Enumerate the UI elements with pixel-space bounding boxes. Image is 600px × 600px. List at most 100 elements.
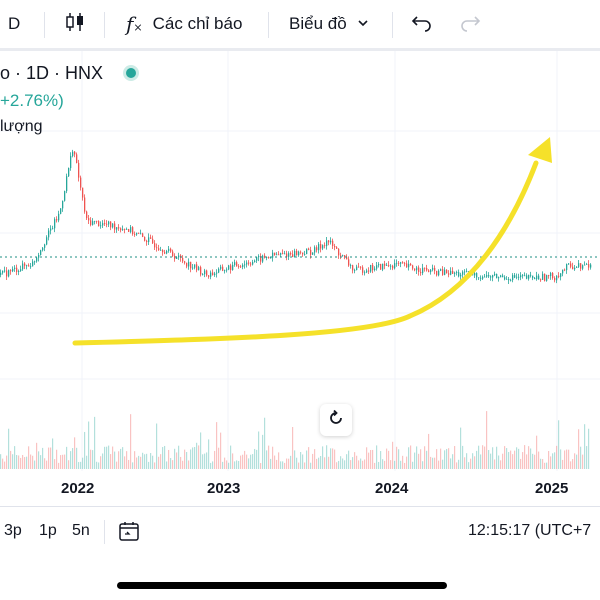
candle-body <box>482 276 484 279</box>
candle-body <box>142 233 144 237</box>
candle-body <box>582 265 584 269</box>
volume-bar <box>452 454 454 469</box>
candle-body <box>32 261 34 267</box>
candle-body <box>12 268 14 272</box>
candle-body <box>158 248 160 251</box>
volume-bar <box>272 446 274 469</box>
candle-body <box>214 273 216 276</box>
candle-body <box>250 263 252 265</box>
candle-body <box>222 266 224 271</box>
candle-body <box>338 248 340 256</box>
volume-bar <box>544 462 546 469</box>
interval-button[interactable]: D <box>8 0 20 48</box>
volume-bar <box>284 462 286 469</box>
redo-button[interactable] <box>459 0 481 48</box>
candle-body <box>290 253 292 255</box>
chart-canvas[interactable] <box>0 51 600 507</box>
volume-bar <box>588 428 590 469</box>
price-chart[interactable] <box>0 51 600 507</box>
volume-bar <box>130 414 132 469</box>
candle-body <box>414 268 416 271</box>
volume-bar <box>14 446 16 469</box>
candle-body <box>60 208 62 214</box>
volume-bar <box>176 452 178 469</box>
volume-bar <box>142 452 144 469</box>
candle-body <box>534 278 536 280</box>
candle-body <box>378 264 380 266</box>
volume-bar <box>576 454 578 469</box>
candle-type-button[interactable] <box>64 0 86 48</box>
candle-body <box>516 276 518 278</box>
volume-bar <box>540 458 542 469</box>
candle-body <box>262 255 264 262</box>
volume-bar <box>248 458 250 469</box>
candle-body <box>84 197 86 212</box>
volume-bar <box>492 447 494 469</box>
candle-body <box>586 264 588 265</box>
volume-bar <box>178 445 180 469</box>
volume-bar <box>238 460 240 469</box>
candle-body <box>42 247 44 251</box>
chart-type-dropdown[interactable]: Biểu đồ <box>289 0 369 48</box>
volume-bar <box>356 455 358 469</box>
volume-bar <box>426 450 428 469</box>
candle-body <box>372 264 374 271</box>
candle-body <box>532 275 534 279</box>
candle-body <box>248 262 250 264</box>
volume-bar <box>110 454 112 469</box>
candle-body <box>398 262 400 264</box>
candle-body <box>204 270 206 275</box>
volume-bar <box>378 461 380 469</box>
candle-body <box>402 262 404 264</box>
candle-body <box>56 219 58 221</box>
volume-bar <box>528 446 530 469</box>
volume-bar <box>186 452 188 469</box>
volume-bar <box>108 445 110 469</box>
volume-bar <box>112 446 114 469</box>
volume-bar <box>558 420 560 469</box>
indicators-button[interactable]: f× Các chỉ báo <box>126 0 242 48</box>
candle-body <box>544 273 546 281</box>
candle-body <box>568 263 570 265</box>
indicators-label: Các chỉ báo <box>152 14 243 33</box>
candle-body <box>558 275 560 277</box>
candle-body <box>328 240 330 243</box>
candle-body <box>154 243 156 248</box>
volume-bar <box>180 456 182 469</box>
candle-body <box>104 223 106 224</box>
volume-bar <box>166 461 168 469</box>
candle-body <box>188 261 190 267</box>
range-button-5n[interactable]: 5n <box>72 522 90 539</box>
date-range-icon[interactable] <box>117 519 141 548</box>
volume-bar <box>144 454 146 469</box>
candle-body <box>18 271 20 272</box>
volume-bar <box>362 460 364 469</box>
volume-bar <box>212 461 214 469</box>
range-button-1p[interactable]: 1p <box>39 522 57 539</box>
volume-bar <box>0 454 2 469</box>
volume-bar <box>456 462 458 469</box>
volume-bar <box>50 447 52 469</box>
candle-body <box>326 240 328 247</box>
undo-button[interactable] <box>411 0 433 48</box>
candle-body <box>80 177 82 188</box>
range-button-3p[interactable]: 3p <box>4 522 22 539</box>
clock-display[interactable]: 12:15:17 (UTC+7 <box>468 522 592 539</box>
volume-bar <box>218 447 220 469</box>
axis-divider <box>0 506 600 507</box>
volume-bar <box>516 447 518 469</box>
candle-body <box>576 266 578 268</box>
candle-body <box>234 262 236 265</box>
volume-bar <box>132 462 134 469</box>
volume-bar <box>64 454 66 469</box>
candle-body <box>464 271 466 273</box>
volume-bar <box>48 447 50 469</box>
candle-body <box>150 237 152 239</box>
volume-bar <box>220 432 222 469</box>
volume-bar <box>500 460 502 469</box>
candle-body <box>8 270 10 277</box>
candle-body <box>556 275 558 281</box>
volume-bar <box>396 446 398 469</box>
volume-bar <box>236 460 238 469</box>
reset-chart-button[interactable] <box>320 404 352 436</box>
